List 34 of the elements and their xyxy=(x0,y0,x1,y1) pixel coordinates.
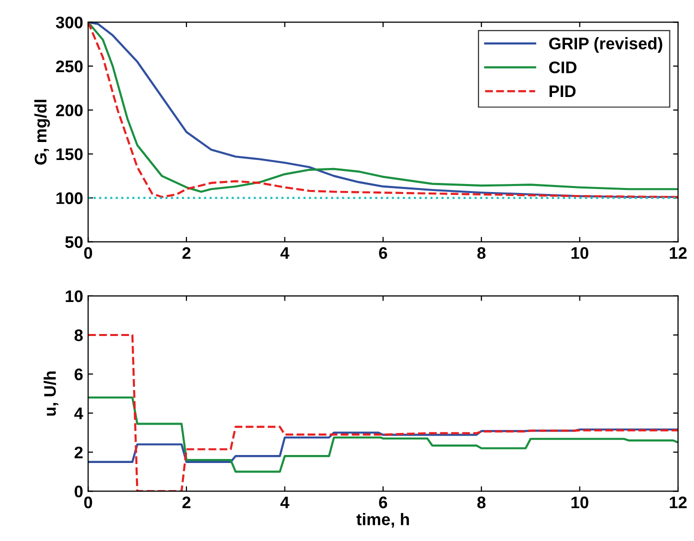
x-tick-label: 12 xyxy=(670,496,687,508)
y-axis-title: u, U/h xyxy=(44,371,58,416)
legend-label: PID xyxy=(550,86,576,97)
legend-label: GRIP (revised) xyxy=(549,37,662,53)
y-tick-label: 4 xyxy=(74,408,84,420)
y-axis-title: G, mg/dl xyxy=(34,100,50,165)
y-tick-label: 150 xyxy=(56,148,83,160)
x-tick-label: 8 xyxy=(477,496,486,508)
line-series xyxy=(88,428,678,463)
x-tick-label: 8 xyxy=(477,247,486,259)
x-tick-label: 6 xyxy=(379,496,388,508)
y-tick-label: 2 xyxy=(74,446,83,458)
x-tick-label: 4 xyxy=(280,247,290,259)
y-tick-label: 10 xyxy=(66,290,83,302)
y-tick-label: 250 xyxy=(56,60,83,72)
y-tick-label: 6 xyxy=(74,368,83,380)
x-tick-label: 2 xyxy=(182,496,190,508)
x-tick-label: 2 xyxy=(182,247,190,259)
x-tick-label: 0 xyxy=(84,496,92,508)
x-axis-title: time, h xyxy=(356,513,409,528)
line-series xyxy=(88,396,678,473)
legend-label: CID xyxy=(549,61,576,74)
y-tick-label: 8 xyxy=(74,329,83,342)
x-tick-label: 6 xyxy=(379,247,388,259)
y-tick-label: 300 xyxy=(56,16,83,28)
x-tick-label: 10 xyxy=(572,496,588,508)
x-tick-label: 12 xyxy=(670,247,687,259)
x-tick-label: 4 xyxy=(280,496,290,508)
y-tick-label: 200 xyxy=(56,104,83,116)
x-tick-label: 10 xyxy=(572,247,588,259)
y-tick-label: 50 xyxy=(65,236,83,248)
y-tick-label: 0 xyxy=(74,486,83,498)
y-tick-label: 100 xyxy=(56,192,83,204)
x-tick-label: 0 xyxy=(84,247,92,259)
